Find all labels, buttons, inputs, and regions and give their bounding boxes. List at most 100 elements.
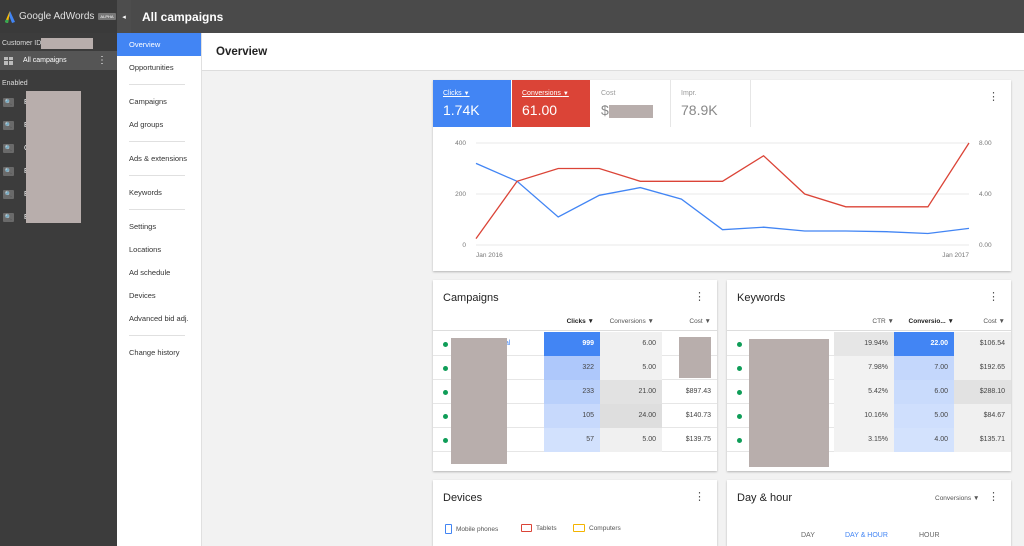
nav-item-keywords[interactable]: Keywords	[129, 188, 162, 197]
more-vert-icon[interactable]: ⋮	[988, 91, 999, 103]
table-row[interactable]: 57 5.00 $139.75	[433, 428, 717, 452]
all-campaigns-item[interactable]: All campaigns ⋮	[0, 51, 117, 70]
nav-item-locations[interactable]: Locations	[129, 245, 162, 254]
nav-item-opportunities[interactable]: Opportunities	[129, 63, 174, 72]
table-row[interactable]: 19.94% 22.00 $106.54	[727, 332, 1011, 356]
adwords-logo-icon	[5, 10, 15, 23]
more-vert-icon[interactable]: ⋮	[988, 291, 999, 303]
campaign-link[interactable]: al	[505, 340, 511, 347]
tab-hour[interactable]: HOUR	[919, 532, 940, 539]
col-header-conversions[interactable]: Conversio... ▼	[908, 318, 954, 325]
legend-computers[interactable]: Computers	[573, 524, 621, 532]
col-header-clicks[interactable]: Clicks ▼	[566, 318, 594, 325]
metric-clicks[interactable]: Clicks ▼ 1.74K	[433, 80, 511, 127]
collapse-sidebar-button[interactable]: ◂	[117, 0, 131, 33]
cost-redacted	[679, 337, 711, 378]
metric-label-text: Clicks	[443, 90, 462, 97]
cell-ctr: 10.16%	[834, 404, 894, 428]
nav-item-advanced-bid[interactable]: Advanced bid adj.	[129, 314, 189, 323]
table-row[interactable]: 5.42% 6.00 $288.10	[727, 380, 1011, 404]
day-hour-title: Day & hour	[737, 492, 793, 504]
cell-conversions: 6.00	[894, 380, 954, 404]
status-enabled-icon	[737, 342, 742, 347]
col-header-cost[interactable]: Cost ▼	[983, 318, 1005, 325]
nav-item-devices[interactable]: Devices	[129, 291, 156, 300]
col-header-ctr[interactable]: CTR ▼	[872, 318, 894, 325]
y-left-tick-label: 0	[462, 242, 466, 249]
more-vert-icon[interactable]: ⋮	[694, 491, 705, 503]
campaigns-table-card: Campaigns ⋮ Clicks ▼ Conversions ▼ Cost …	[433, 280, 717, 471]
alpha-badge: ALPHA	[98, 13, 116, 20]
x-tick-label: Jan 2016	[476, 252, 503, 259]
metric-value: 61.00	[522, 102, 558, 118]
line-chart: 400 8.00 200 4.00 0 0.00 Jan 2016 Jan 2017	[455, 140, 992, 259]
nav-item-change-history[interactable]: Change history	[129, 348, 180, 357]
metric-dropdown[interactable]: Conversions ▼	[935, 495, 980, 502]
tab-day-hour[interactable]: DAY & HOUR	[845, 532, 888, 539]
table-row[interactable]: 10.16% 5.00 $84.67	[727, 404, 1011, 428]
logo-text: Google AdWords	[19, 11, 95, 22]
cell-clicks: 233	[544, 380, 600, 404]
metric-label: Conversions ▼	[522, 90, 590, 97]
more-vert-icon[interactable]: ⋮	[97, 55, 107, 66]
cell-conversions: 7.00	[894, 356, 954, 380]
search-icon: 🔍	[3, 213, 14, 222]
table-row[interactable]: 3.15% 4.00 $135.71	[727, 428, 1011, 452]
legend-mobile[interactable]: Mobile phones	[445, 524, 498, 534]
legend-label: Computers	[589, 524, 621, 532]
table-row[interactable]: 233 21.00 $897.43	[433, 380, 717, 404]
nav-item-campaigns[interactable]: Campaigns	[129, 97, 167, 106]
status-enabled-icon	[443, 438, 448, 443]
nav-item-settings[interactable]: Settings	[129, 222, 157, 231]
campaign-names-redacted	[26, 91, 81, 223]
cell-conversions: 6.00	[600, 332, 662, 356]
account-sidebar: Google AdWords ALPHA Customer ID All cam…	[0, 0, 117, 546]
nav-item-ads-extensions[interactable]: Ads & extensions	[129, 154, 187, 163]
metric-label: Cost	[601, 90, 616, 97]
x-tick-label: Jan 2017	[942, 252, 969, 259]
cell-ctr: 3.15%	[834, 428, 894, 452]
enabled-label: Enabled	[2, 80, 28, 87]
metric-impressions[interactable]: Impr. 78.9K	[671, 80, 751, 127]
search-icon: 🔍	[3, 190, 14, 199]
table-row[interactable]: 105 24.00 $140.73	[433, 404, 717, 428]
table-row[interactable]: 322 5.00	[433, 356, 717, 380]
nav-item-ad-groups[interactable]: Ad groups	[129, 120, 164, 129]
performance-chart-card: Clicks ▼ 1.74K Conversions ▼ 61.00 Cost …	[433, 80, 1011, 271]
tab-day[interactable]: DAY	[801, 532, 815, 539]
cell-ctr: 7.98%	[834, 356, 894, 380]
cell-conversions: 22.00	[894, 332, 954, 356]
table-row[interactable]: 7.98% 7.00 $192.65	[727, 356, 1011, 380]
metric-conversions[interactable]: Conversions ▼ 61.00	[512, 80, 590, 127]
devices-card: Devices ⋮ Mobile phones Tablets Computer…	[433, 480, 717, 546]
cell-cost: $140.73	[685, 412, 711, 419]
col-header-text: Cost	[689, 318, 703, 325]
keywords-table-card: Keywords ⋮ CTR ▼ Conversio... ▼ Cost ▼ 1…	[727, 280, 1011, 471]
metric-value-text: $	[601, 102, 609, 118]
cell-clicks: 57	[544, 428, 600, 452]
search-icon: 🔍	[3, 98, 14, 107]
customer-id: Customer ID	[0, 33, 117, 51]
nav-item-overview[interactable]: Overview	[117, 33, 201, 56]
metric-cost[interactable]: Cost $	[591, 80, 671, 127]
nav-item-ad-schedule[interactable]: Ad schedule	[129, 268, 171, 277]
day-hour-card: Day & hour Conversions ▼ ⋮ DAY DAY & HOU…	[727, 480, 1011, 546]
campaigns-title: Campaigns	[443, 292, 499, 304]
cell-ctr: 19.94%	[834, 332, 894, 356]
more-vert-icon[interactable]: ⋮	[988, 491, 999, 503]
status-enabled-icon	[443, 390, 448, 395]
legend-tablets[interactable]: Tablets	[521, 524, 557, 532]
col-header-cost[interactable]: Cost ▼	[689, 318, 711, 325]
logo-bar: Google AdWords ALPHA	[0, 0, 117, 33]
more-vert-icon[interactable]: ⋮	[694, 291, 705, 303]
metric-label: Clicks ▼	[443, 90, 511, 97]
metric-value: $	[601, 102, 670, 118]
metric-label-text: Conversions	[522, 90, 561, 97]
tablet-icon	[521, 524, 532, 532]
cell-clicks: 105	[544, 404, 600, 428]
cell-ctr: 5.42%	[834, 380, 894, 404]
cell-cost: $106.54	[954, 332, 1011, 356]
col-header-conversions[interactable]: Conversions ▼	[609, 318, 654, 325]
table-header: Clicks ▼ Conversions ▼ Cost ▼	[433, 315, 717, 331]
